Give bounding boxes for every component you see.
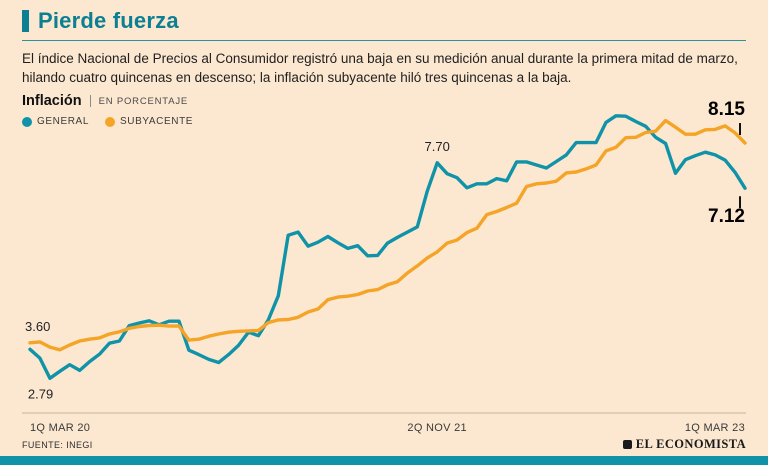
footer: FUENTE: INEGI EL ECONOMISTA [22, 437, 746, 452]
el-economista-logo: EL ECONOMISTA [622, 437, 746, 452]
annotation-3.60: 3.60 [25, 319, 50, 334]
annotation-7.70: 7.70 [425, 139, 450, 154]
series-line-general [28, 114, 747, 380]
legend-header: Inflación EN PORCENTAJE [22, 93, 193, 109]
title-row: Pierde fuerza [22, 8, 746, 34]
legend-title: Inflación [22, 93, 82, 109]
legend-items: GENERAL SUBYACENTE [22, 116, 193, 127]
bottom-accent-bar [0, 456, 768, 465]
source-note: FUENTE: INEGI [22, 439, 93, 450]
legend-item-general: GENERAL [22, 116, 89, 127]
subyacente-series-dot-icon [105, 116, 115, 127]
legend-unit-label: EN PORCENTAJE [98, 95, 189, 107]
header-rule [22, 40, 746, 41]
brand-name: EL ECONOMISTA [635, 437, 746, 451]
chart-legend: Inflación EN PORCENTAJE GENERAL SUBYACEN… [22, 93, 193, 127]
legend-item-subyacente: SUBYACENTE [105, 116, 193, 127]
x-tick-label: 1Q MAR 20 [30, 422, 90, 434]
title-accent-bar [22, 10, 29, 32]
header: Pierde fuerza El índice Nacional de Prec… [22, 8, 746, 87]
general-series-dot-icon [22, 116, 32, 127]
annotation-7.12: 7.12 [708, 206, 745, 227]
legend-divider [89, 95, 91, 107]
x-tick-label: 1Q MAR 23 [685, 422, 745, 434]
legend-item-general-label: GENERAL [37, 116, 89, 127]
annotation-8.15: 8.15 [708, 99, 745, 120]
x-tick-label: 2Q NOV 21 [407, 422, 467, 434]
page-title: Pierde fuerza [38, 8, 179, 33]
series-line-subyacente [28, 118, 747, 352]
annotation-2.79: 2.79 [28, 386, 53, 401]
brand-mark-icon [622, 440, 632, 449]
intro-paragraph: El índice Nacional de Precios al Consumi… [22, 51, 738, 86]
legend-item-subyacente-label: SUBYACENTE [120, 116, 194, 127]
